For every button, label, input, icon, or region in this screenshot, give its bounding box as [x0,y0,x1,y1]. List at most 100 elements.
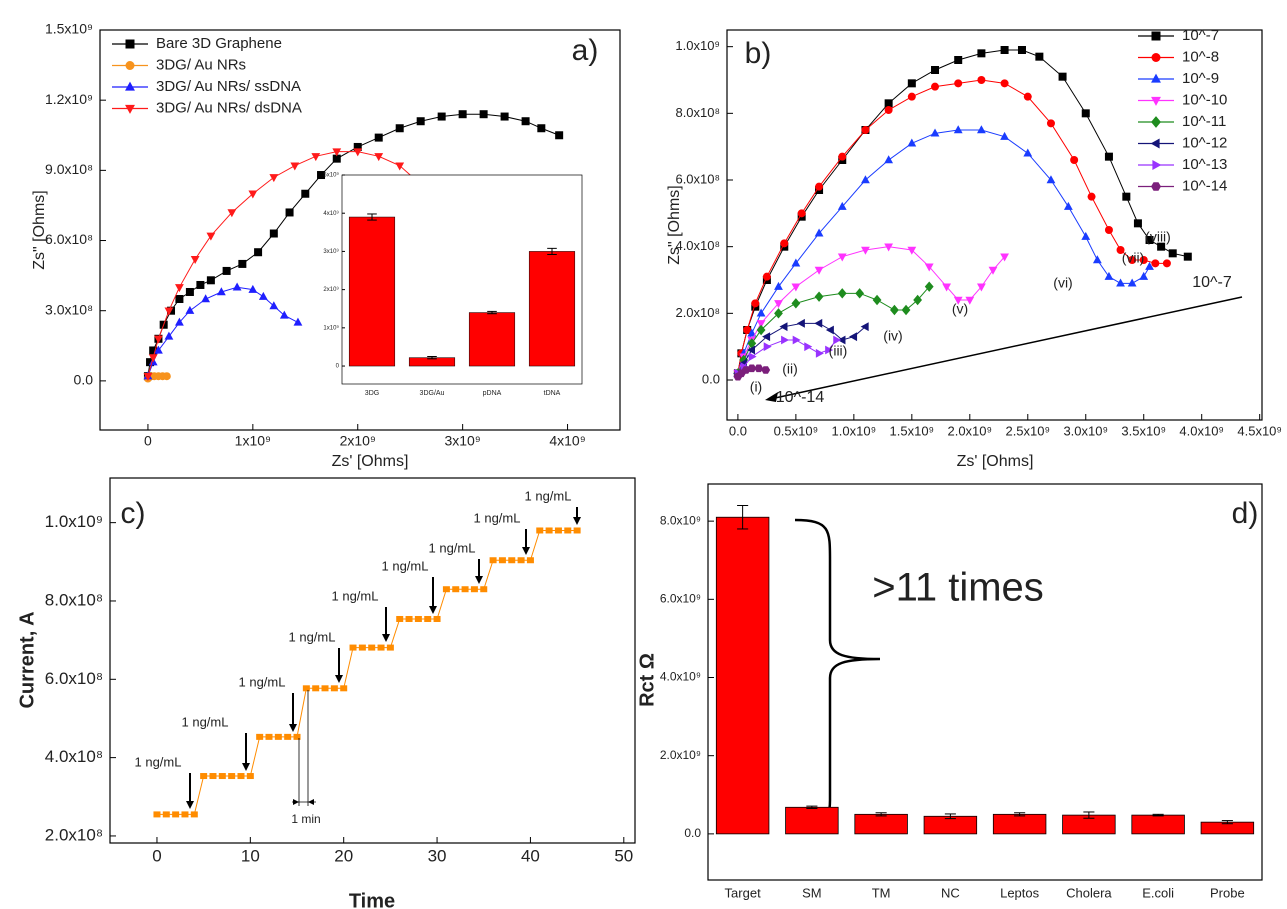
marker [761,366,770,374]
marker [209,773,216,779]
marker [191,256,200,264]
annotation: b) [745,37,772,70]
annotation: 1 ng/mL [135,754,182,769]
annotation: 10^-7 [1192,274,1232,291]
legend-label: 10^-7 [1182,27,1219,44]
marker [1105,153,1113,161]
marker [861,126,869,134]
marker [387,645,394,651]
bar [349,217,395,366]
arrow-head [382,634,390,642]
x-tick-label: Probe [1210,885,1245,900]
x-tick-label: 50 [614,846,633,865]
y-tick-label: 3.0x10⁸ [45,301,93,317]
y-tick-label: 2.0x10⁸ [45,825,103,844]
panel: 0.02.0x10⁸4.0x10⁸6.0x10⁸8.0x10⁸1.0x10⁹0.… [666,27,1282,470]
y-axis-label: Zs" [Ohms] [31,190,48,269]
bar [786,807,839,834]
x-tick-label: E.coli [1142,885,1174,900]
marker [1018,46,1026,54]
marker [206,233,215,241]
marker [280,311,289,319]
marker [816,349,824,358]
arrow-head [522,547,530,555]
y-tick-label: 5x10⁹ [323,172,339,179]
marker [207,276,215,284]
annotation: (vii) [1122,250,1145,266]
page: Impedance figure html, body { margin: 0;… [0,0,1287,909]
marker [248,191,257,199]
marker [1088,193,1096,201]
marker [303,685,310,691]
x-tick-label: 1.5x10⁹ [890,423,935,438]
annotation: 1 min [291,812,320,826]
x-tick-label: 0.0 [729,423,747,438]
marker [780,239,788,247]
y-tick-label: 6.0x10⁸ [675,171,720,186]
marker [508,557,515,563]
marker [186,306,195,314]
marker [527,557,534,563]
marker [537,124,545,132]
x-tick-label: Target [725,885,762,900]
marker [301,190,309,198]
marker [804,342,812,351]
marker [838,288,847,298]
marker [1134,219,1142,227]
legend-label: Bare 3D Graphene [156,35,282,52]
marker [126,61,135,70]
marker [798,209,806,217]
marker [574,527,581,533]
y-tick-label: 1.0x10⁹ [675,38,720,53]
arrow-head [573,517,581,525]
x-tick-label: TM [872,885,891,900]
x-tick-label: 2x10⁹ [340,433,376,449]
legend-label: 10^-8 [1182,48,1219,65]
x-tick-label: 1.0x10⁹ [832,423,877,438]
y-tick-label: 2.0x10⁹ [660,748,701,762]
body: {"chart_data": [ {"type": "line", "x_lab… [0,0,1287,909]
marker [855,288,864,298]
marker [1151,259,1159,267]
marker [175,284,184,292]
legend-label: 3DG/ Au NRs [156,56,246,73]
marker [340,685,347,691]
marker [175,295,183,303]
marker [434,616,441,622]
y-tick-label: 8.0x10⁹ [660,513,701,527]
marker [890,305,899,315]
marker [1139,272,1148,280]
x-tick-label: 1x10⁹ [235,433,271,449]
marker [290,162,299,170]
series-line [738,130,1150,373]
marker [536,527,543,533]
annotation: 1 ng/mL [429,540,476,555]
marker [228,773,235,779]
marker [294,318,303,326]
annotation: 1 ng/mL [525,488,572,503]
marker [480,110,488,118]
series-line [157,530,577,814]
marker [977,76,985,84]
arrow-head [242,763,250,771]
panel: 01x10⁹2x10⁹3x10⁹4x10⁹5x10⁹Rct Ω3DG3DG/Au… [323,172,582,397]
marker [238,260,246,268]
marker [480,586,487,592]
marker [490,557,497,563]
marker [838,153,846,161]
x-tick-label: 4.5x10⁹ [1237,423,1282,438]
marker [1151,139,1160,149]
marker [555,131,563,139]
legend-label: 3DG/ Au NRs/ dsDNA [156,99,302,116]
marker [331,685,338,691]
marker [396,616,403,622]
y-tick-label: 6.0x10⁸ [45,231,93,247]
y-tick-label: 6.0x10⁸ [45,669,103,688]
legend-label: 10^-9 [1182,70,1219,87]
x-tick-label: SM [802,885,822,900]
annotation: (iii) [829,343,848,359]
marker [815,267,824,275]
annotation: (ii) [782,361,798,377]
marker [908,79,916,87]
marker [779,322,787,331]
